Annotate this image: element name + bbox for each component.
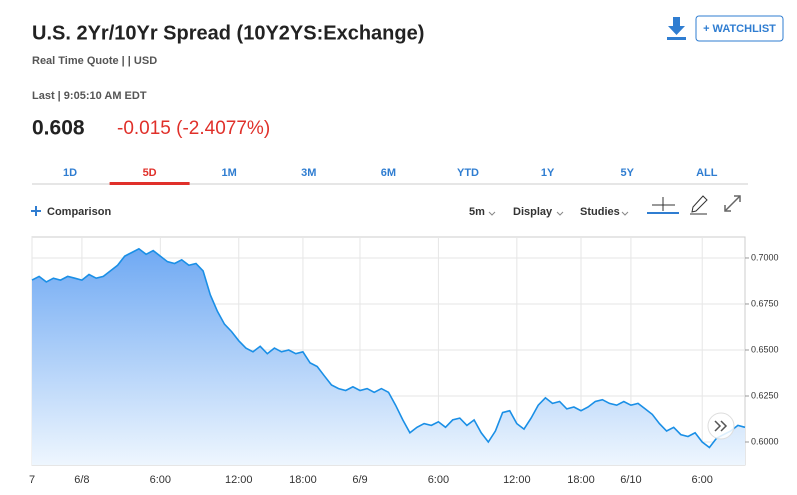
y-tick-label: 0.6750 xyxy=(751,298,779,308)
tab[interactable]: ALL xyxy=(696,167,718,179)
x-tick-label: 12:00 xyxy=(225,474,253,486)
x-tick-label: 6:00 xyxy=(692,474,713,486)
y-tick-label: 0.6500 xyxy=(751,344,779,354)
x-tick-label: 6/9 xyxy=(352,474,367,486)
tab[interactable]: 1M xyxy=(222,167,237,179)
crosshair-tool[interactable] xyxy=(647,197,679,214)
tab[interactable]: 5Y xyxy=(620,167,634,179)
x-tick-label: 7 xyxy=(29,474,35,486)
x-tick-label: 18:00 xyxy=(567,474,595,486)
tab[interactable]: YTD xyxy=(457,167,479,179)
tab[interactable]: 1D xyxy=(63,167,77,179)
tab[interactable]: 3M xyxy=(301,167,316,179)
tab-underline xyxy=(109,182,190,185)
tab[interactable]: 1Y xyxy=(541,167,555,179)
title: U.S. 2Yr/10Yr Spread (10Y2YS:Exchange) xyxy=(32,22,424,44)
x-tick-label: 6/10 xyxy=(620,474,641,486)
price: 0.608 xyxy=(32,117,85,140)
x-tick-label: 6/8 xyxy=(74,474,89,486)
watchlist-button[interactable] xyxy=(695,15,784,42)
y-tick-label: 0.6250 xyxy=(751,390,779,400)
scroll-arrows[interactable] xyxy=(714,420,728,432)
area-fill xyxy=(32,248,745,465)
line xyxy=(31,247,746,449)
y-tick-label: 0.7000 xyxy=(751,252,779,262)
price-change: -0.015 (-2.4077%) xyxy=(117,118,270,139)
download-icon[interactable] xyxy=(667,17,686,40)
last-time: Last | 9:05:10 AM EDT xyxy=(32,90,147,102)
quote-info: Real Time Quote | | USD xyxy=(32,55,157,67)
draw-tool[interactable] xyxy=(690,195,708,215)
expand-tool[interactable] xyxy=(724,195,741,212)
x-tick-label: 6:00 xyxy=(428,474,449,486)
watchlist-label[interactable]: + WATCHLIST xyxy=(703,23,776,35)
display[interactable]: Display xyxy=(513,206,553,218)
x-tick-label: 18:00 xyxy=(289,474,317,486)
dropdown-chevrons xyxy=(488,211,629,216)
tab[interactable]: 6M xyxy=(381,167,396,179)
y-tick-label: 0.6000 xyxy=(751,436,779,446)
chart: 0.6000 0.6250 0.6500 0.6750 0.7000 7 6/8 6:00 12… xyxy=(29,236,779,486)
x-tick-label: 12:00 xyxy=(503,474,531,486)
tab[interactable]: 5D xyxy=(143,167,157,179)
tabs: 1D 5D 1M 3M 6M YTD 1Y 5Y ALL xyxy=(63,167,718,185)
interval[interactable]: 5m xyxy=(469,206,485,218)
studies[interactable]: Studies xyxy=(580,206,620,218)
comparison[interactable]: Comparison xyxy=(47,206,111,218)
x-tick-label: 6:00 xyxy=(150,474,171,486)
comparison-plus[interactable] xyxy=(31,206,41,216)
